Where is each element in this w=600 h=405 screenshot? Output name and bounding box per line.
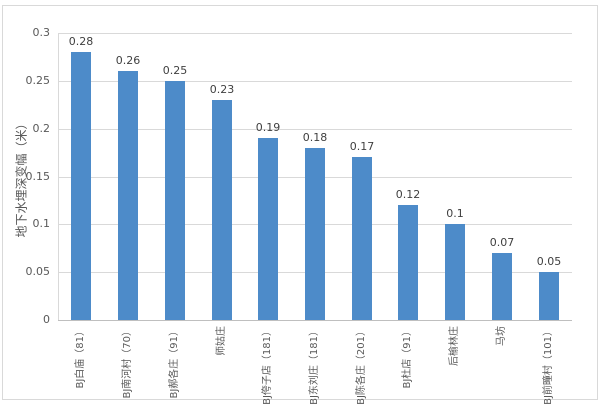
gridline — [58, 33, 572, 34]
chart-border — [2, 5, 598, 400]
bar-value-label: 0.05 — [536, 255, 562, 268]
bar — [398, 205, 418, 320]
y-tick-label: 0.2 — [32, 122, 51, 135]
x-axis-label: 马坊 — [496, 326, 507, 346]
bar-value-label: 0.28 — [68, 35, 94, 48]
x-axis-label: BJ白庙（81） — [75, 326, 86, 389]
bar — [71, 52, 91, 320]
bar-value-label: 0.18 — [302, 131, 328, 144]
bar — [492, 253, 512, 320]
bar — [258, 138, 278, 320]
x-axis-label: BJ前疃村（101） — [543, 326, 554, 405]
x-axis-label: 后榆林庄 — [449, 326, 460, 366]
bar — [352, 157, 372, 320]
plot-area — [58, 33, 572, 321]
x-axis-line — [58, 320, 572, 321]
y-tick-label: 0 — [43, 313, 50, 326]
y-tick-label: 0.1 — [32, 217, 51, 230]
x-axis-label: BJ东刘庄（181） — [309, 326, 320, 405]
x-axis-label: BJ侉子店（181） — [262, 326, 273, 405]
bar — [212, 100, 232, 320]
bar-value-label: 0.25 — [162, 64, 188, 77]
bar — [165, 81, 185, 320]
bar-value-label: 0.12 — [395, 188, 421, 201]
y-tick-label: 0.15 — [25, 170, 51, 183]
x-axis-label: BJ南河村（70） — [122, 326, 133, 399]
bar — [539, 272, 559, 320]
bar-value-label: 0.07 — [489, 236, 515, 249]
bar-value-label: 0.17 — [349, 140, 375, 153]
y-tick-label: 0.05 — [25, 265, 51, 278]
x-axis-label: BJ郝各庄（91） — [169, 326, 180, 399]
y-tick-label: 0.3 — [32, 26, 51, 39]
bar — [305, 148, 325, 320]
bar-value-label: 0.1 — [446, 207, 464, 220]
gridline — [58, 129, 572, 130]
y-tick-label: 0.25 — [25, 74, 51, 87]
gridline — [58, 81, 572, 82]
y-axis-line — [58, 33, 59, 320]
x-axis-label: BJ陈各庄（201） — [356, 326, 367, 405]
x-axis-label: BJ杜店（91） — [402, 326, 413, 389]
bar — [445, 224, 465, 320]
bar — [118, 71, 138, 320]
bar-value-label: 0.19 — [255, 121, 281, 134]
x-axis-label: 师姑庄 — [216, 326, 227, 356]
bar-value-label: 0.23 — [209, 83, 235, 96]
bar-value-label: 0.26 — [115, 54, 141, 67]
